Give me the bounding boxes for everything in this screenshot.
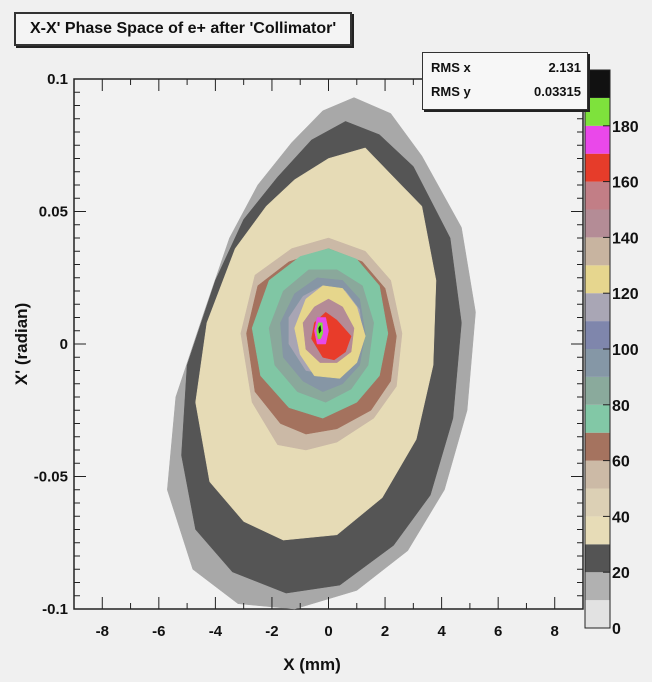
statistics-box: RMS x 2.131 RMS y 0.03315 (422, 52, 588, 110)
x-axis-ticks: -8 -6 -4 -2 0 2 4 6 8 (73, 79, 584, 640)
color-scale-band (585, 572, 610, 601)
stats-row-rms-y: RMS y 0.03315 (431, 81, 581, 103)
y-tick-label: 0 (60, 336, 68, 353)
rms-y-label: RMS y (431, 84, 471, 99)
rms-x-label: RMS x (431, 60, 471, 75)
color-scale-band (585, 516, 610, 545)
color-scale-band (585, 265, 610, 294)
color-scale-band (585, 460, 610, 489)
x-tick-label: 8 (551, 623, 559, 640)
x-axis-label: X (mm) (283, 655, 341, 674)
color-scale-band (585, 600, 610, 628)
rms-y-value: 0.03315 (534, 84, 581, 99)
y-tick-label: 0.1 (47, 71, 68, 88)
plot-title: X-X' Phase Space of e+ after 'Collimator… (14, 12, 353, 46)
color-scale-band (585, 432, 610, 461)
color-scale-label: 40 (612, 509, 630, 526)
color-scale-band (585, 376, 610, 405)
y-axis-ticks: -0.1 -0.05 0 0.05 0.1 (34, 71, 583, 618)
color-scale-band (585, 321, 610, 349)
color-scale-label: 160 (612, 175, 639, 192)
x-tick-label: -4 (209, 623, 223, 640)
color-scale-band (585, 97, 610, 126)
color-scale-band (585, 209, 610, 238)
y-axis-label: X' (radian) (12, 303, 31, 385)
x-tick-label: -2 (265, 623, 278, 640)
y-tick-label: -0.1 (42, 601, 68, 618)
color-scale-label: 20 (612, 565, 630, 582)
y-tick-label: -0.05 (34, 469, 68, 486)
color-scale-label: 0 (612, 621, 621, 638)
color-scale-band (585, 237, 610, 266)
y-tick-label: 0.05 (39, 204, 68, 221)
color-scale-band (585, 349, 610, 377)
x-tick-label: 2 (381, 623, 389, 640)
contour-layer (167, 97, 476, 610)
color-scale-band (585, 125, 610, 154)
rms-x-value: 2.131 (548, 60, 581, 75)
stats-row-rms-x: RMS x 2.131 (431, 57, 581, 79)
color-scale-band (585, 404, 610, 433)
x-tick-label: 6 (494, 623, 502, 640)
x-tick-label: -6 (152, 623, 165, 640)
contour-level-190 (318, 324, 322, 335)
color-scale-band (585, 488, 610, 517)
x-tick-label: 0 (324, 623, 332, 640)
color-scale-label: 60 (612, 454, 630, 471)
color-scale-band (585, 293, 610, 322)
color-scale-band (585, 153, 610, 182)
color-scale-band (585, 70, 610, 98)
color-scale-band (585, 181, 610, 210)
x-tick-label: 4 (437, 623, 446, 640)
color-scale-band (585, 544, 610, 573)
color-scale-label: 80 (612, 398, 630, 415)
color-scale-label: 100 (612, 342, 639, 359)
color-scale-label: 140 (612, 230, 639, 247)
color-scale-label: 120 (612, 286, 639, 303)
color-scale-bar: 0 20 40 60 80 100 120 140 160 180 (584, 69, 639, 638)
color-scale-label: 180 (612, 119, 639, 136)
x-tick-label: -8 (96, 623, 109, 640)
